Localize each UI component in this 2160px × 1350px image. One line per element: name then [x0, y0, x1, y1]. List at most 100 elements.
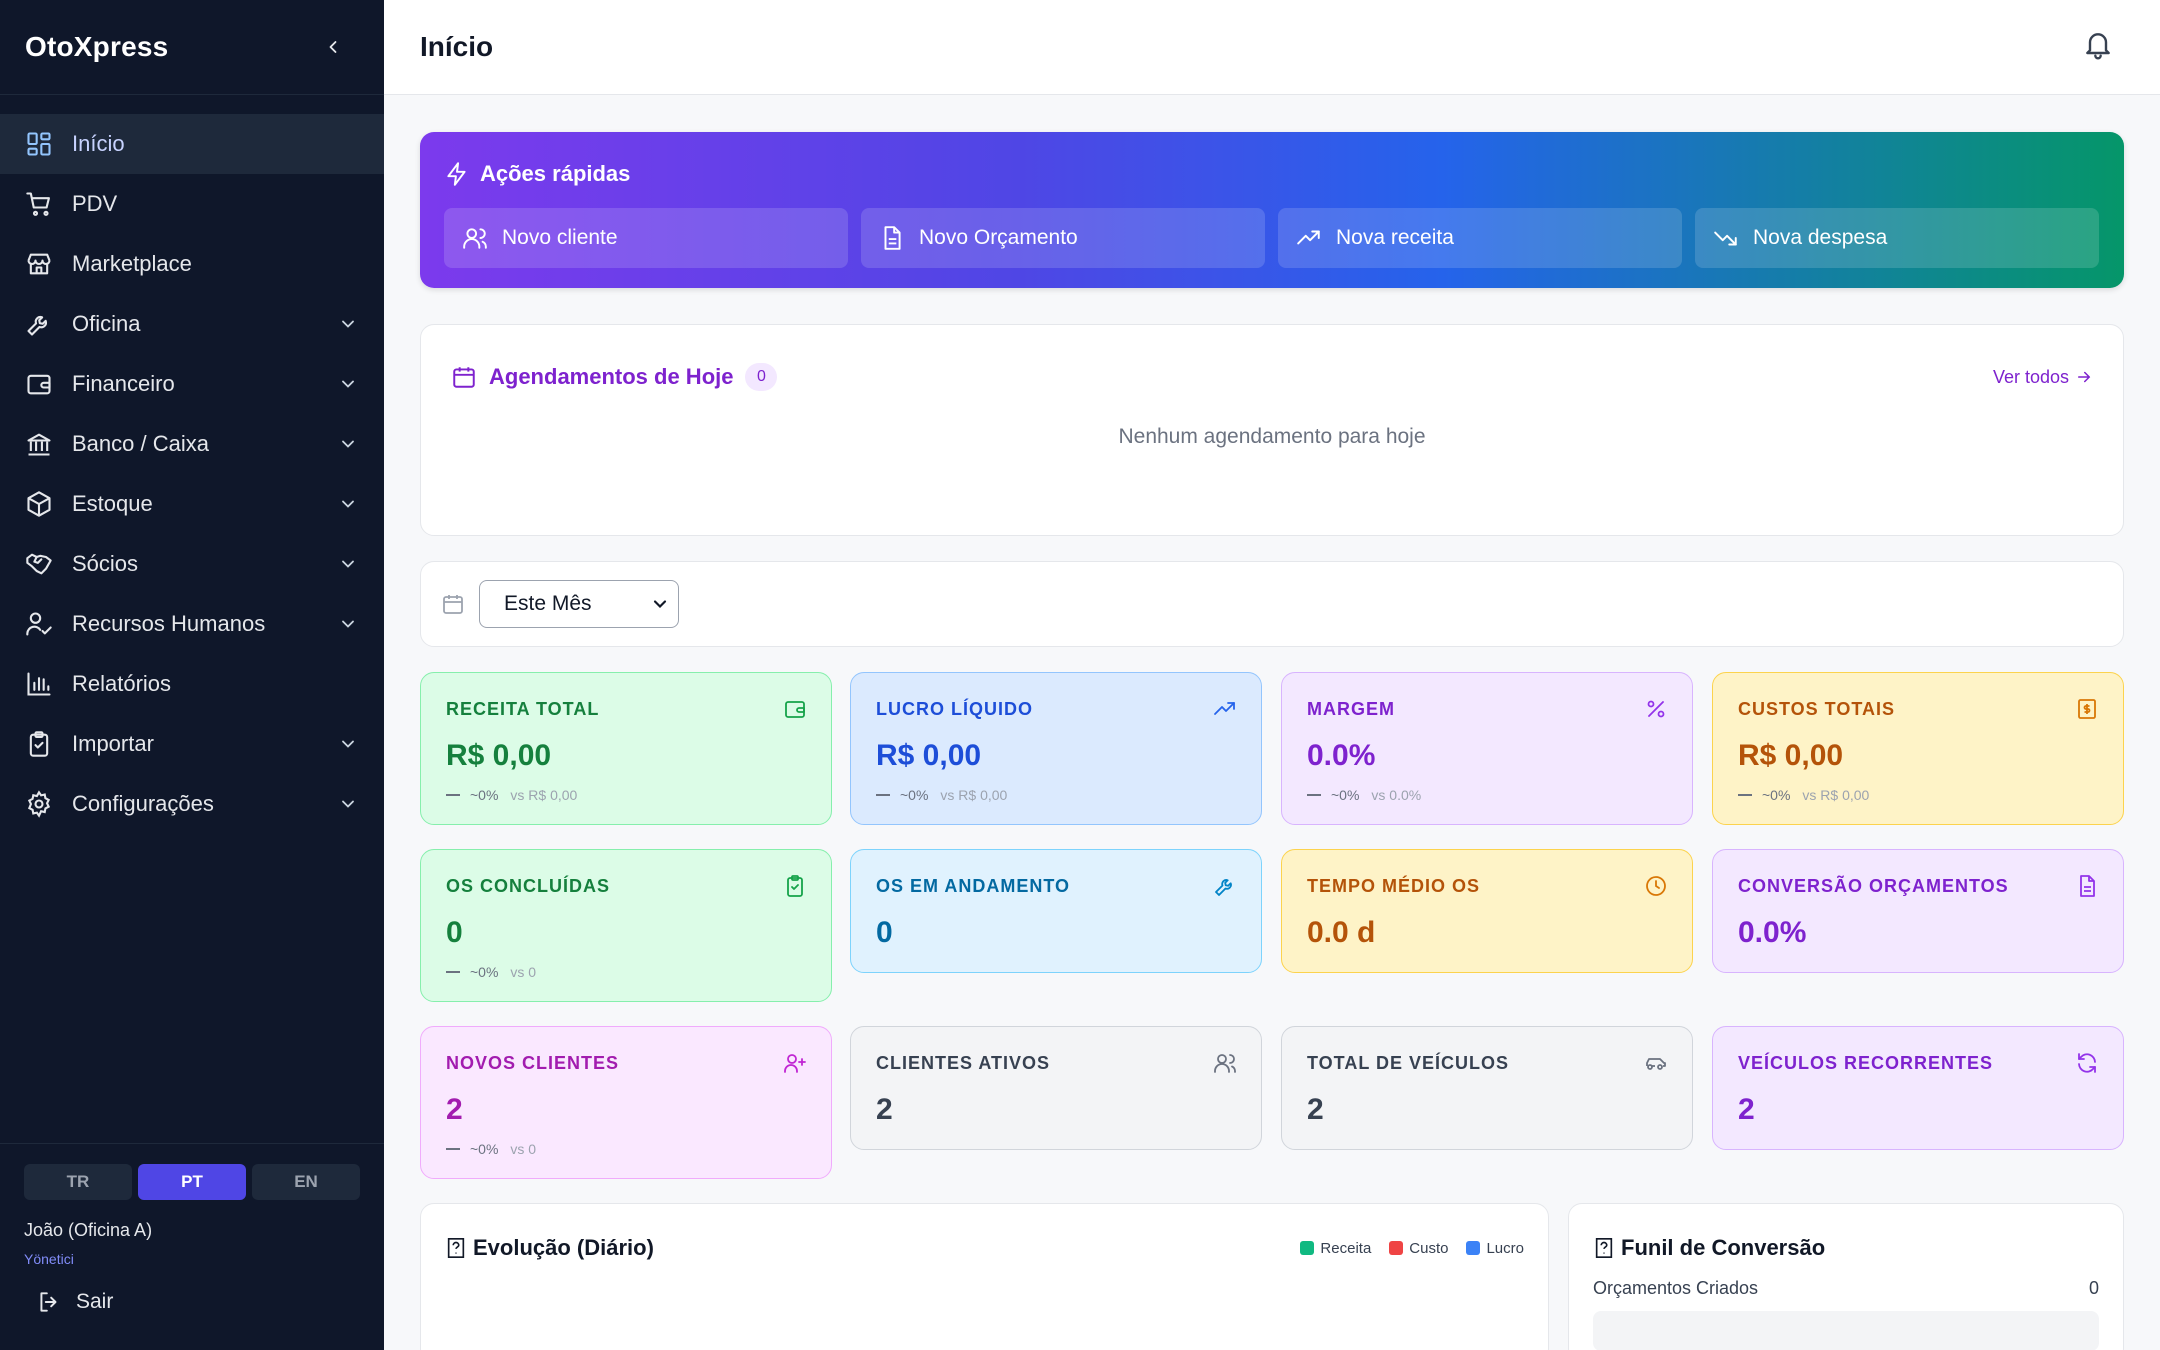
chevron-left-icon	[329, 41, 337, 53]
sidebar-item-configuracoes[interactable]: Configurações	[0, 774, 384, 834]
lightning-icon	[447, 162, 466, 186]
sidebar-item-socios[interactable]: Sócios	[0, 534, 384, 594]
sidebar-item-inicio[interactable]: Início	[0, 114, 384, 174]
kpi-card-active-clients: CLIENTES ATIVOS 2	[850, 1026, 1262, 1150]
chevron-down-icon	[342, 380, 354, 388]
sidebar-item-label: Início	[72, 131, 125, 156]
chevron-down-icon	[342, 440, 354, 448]
new-client-label: Novo cliente	[502, 226, 618, 249]
kpi-label: TOTAL DE VEÍCULOS	[1307, 1052, 1510, 1073]
kpi-card-total-costs: CUSTOS TOTAIS R$ 0,00 ~0% vs R$ 0,00	[1712, 672, 2124, 825]
sidebar-item-label: Sócios	[72, 551, 139, 576]
new-quote-button[interactable]: Novo Orçamento	[861, 208, 1265, 268]
new-expense-button[interactable]: Nova despesa	[1695, 208, 2099, 268]
brand-logo[interactable]: OtoXpress	[25, 31, 169, 62]
trending-up-icon	[1214, 702, 1235, 715]
handshake-icon	[25, 550, 53, 578]
bank-icon	[25, 430, 53, 458]
sidebar-item-label: Marketplace	[72, 251, 192, 276]
language-en-button[interactable]: EN	[252, 1164, 360, 1200]
language-switcher: TR PT EN	[24, 1164, 360, 1200]
funnel-row-value: 0	[2088, 1278, 2099, 1298]
kpi-value: R$ 0,00	[1738, 739, 1844, 772]
sidebar-item-label: Financeiro	[72, 371, 175, 396]
kpi-card-net-profit: LUCRO LÍQUIDO R$ 0,00 ~0% vs R$ 0,00	[850, 672, 1262, 825]
chevron-down-icon	[342, 500, 354, 508]
kpi-value: 2	[1738, 1093, 1755, 1126]
legend-item-lucro[interactable]: Lucro	[1466, 1240, 1524, 1257]
kpi-card-completed-orders: OS CONCLUÍDAS 0 ~0% vs 0	[420, 849, 832, 1002]
see-all-link[interactable]: Ver todos	[1993, 367, 2093, 388]
kpi-label: MARGEM	[1307, 698, 1395, 719]
chevron-down-icon	[342, 620, 354, 628]
kpi-label: LUCRO LÍQUIDO	[876, 698, 1033, 719]
kpi-label: OS CONCLUÍDAS	[446, 875, 611, 896]
new-income-button[interactable]: Nova receita	[1278, 208, 1682, 268]
sidebar-item-label: Estoque	[72, 491, 153, 516]
legend-label: Lucro	[1486, 1239, 1524, 1257]
new-client-button[interactable]: Novo cliente	[444, 208, 848, 268]
receipt-icon	[2078, 699, 2096, 719]
language-pt-button[interactable]: PT	[138, 1164, 246, 1200]
kpi-label: VEÍCULOS RECORRENTES	[1738, 1052, 1994, 1073]
calendar-icon	[443, 595, 463, 614]
kpi-card-orders-in-progress: OS EM ANDAMENTO 0	[850, 849, 1262, 973]
sidebar-item-financeiro[interactable]: Financeiro	[0, 354, 384, 414]
wallet-icon	[25, 370, 53, 398]
missing-glyph-icon	[1595, 1238, 1613, 1258]
kpi-value: R$ 0,00	[446, 739, 552, 772]
quick-actions-title-text: Ações rápidas	[480, 161, 631, 186]
legend-item-custo[interactable]: Custo	[1389, 1240, 1448, 1257]
sidebar-item-importar[interactable]: Importar	[0, 714, 384, 774]
sidebar-item-banco-caixa[interactable]: Banco / Caixa	[0, 414, 384, 474]
kpi-change: ~0%	[470, 1141, 499, 1157]
notifications-button[interactable]	[2082, 29, 2114, 66]
chevron-down-icon	[653, 600, 667, 609]
chevron-down-icon	[342, 560, 354, 568]
kpi-delta: ~0% vs 0	[446, 1141, 807, 1157]
chevron-down-icon	[342, 800, 354, 808]
period-select[interactable]: Este Mês	[479, 580, 679, 628]
sidebar-item-relatorios[interactable]: Relatórios	[0, 654, 384, 714]
sidebar-item-oficina[interactable]: Oficina	[0, 294, 384, 354]
clock-icon	[1646, 876, 1666, 896]
collapse-sidebar-button[interactable]	[318, 32, 348, 62]
funnel-title: Funil de Conversão	[1593, 1235, 1825, 1261]
legend-label: Custo	[1409, 1239, 1449, 1257]
quick-actions-panel: Ações rápidas Novo cliente Novo Orçament…	[420, 132, 2124, 288]
bar-chart-icon	[25, 670, 53, 698]
new-income-label: Nova receita	[1336, 226, 1454, 249]
kpi-compare: vs R$ 0,00	[510, 787, 578, 803]
kpi-change: ~0%	[1331, 787, 1360, 803]
chart-legend: Receita Custo Lucro	[1300, 1240, 1524, 1257]
logout-label: Sair	[76, 1290, 114, 1313]
sidebar-nav: Início PDV Marketplace Oficina Financeir…	[0, 95, 384, 834]
kpi-change: ~0%	[470, 787, 499, 803]
funnel-row-label: Orçamentos Criados	[1593, 1278, 1759, 1298]
sidebar-item-pdv[interactable]: PDV	[0, 174, 384, 234]
conversion-funnel-panel: Funil de Conversão Orçamentos Criados 0	[1568, 1203, 2124, 1350]
logout-icon	[40, 1292, 57, 1312]
legend-label: Receita	[1320, 1239, 1372, 1257]
chevron-down-icon	[342, 320, 354, 328]
language-tr-button[interactable]: TR	[24, 1164, 132, 1200]
kpi-value: 0.0%	[1307, 739, 1376, 772]
refresh-icon	[2078, 1053, 2096, 1073]
sidebar-item-recursos-humanos[interactable]: Recursos Humanos	[0, 594, 384, 654]
kpi-card-total-vehicles: TOTAL DE VEÍCULOS 2	[1281, 1026, 1693, 1150]
period-selected-value: Este Mês	[504, 592, 592, 615]
document-icon	[884, 226, 901, 250]
kpi-change: ~0%	[1762, 787, 1791, 803]
sidebar-item-estoque[interactable]: Estoque	[0, 474, 384, 534]
user-role: Yönetici	[24, 1251, 74, 1267]
sidebar-item-label: Recursos Humanos	[72, 611, 266, 636]
clipboard-icon	[25, 730, 53, 758]
box-icon	[25, 490, 53, 518]
kpi-value: 2	[446, 1093, 463, 1126]
sidebar-item-marketplace[interactable]: Marketplace	[0, 234, 384, 294]
percent-icon	[1647, 700, 1665, 718]
kpi-card-margin: MARGEM 0.0% ~0% vs 0.0%	[1281, 672, 1693, 825]
legend-item-receita[interactable]: Receita	[1300, 1240, 1371, 1257]
logout-button[interactable]: Sair	[24, 1289, 360, 1315]
kpi-label: CLIENTES ATIVOS	[876, 1052, 1051, 1073]
